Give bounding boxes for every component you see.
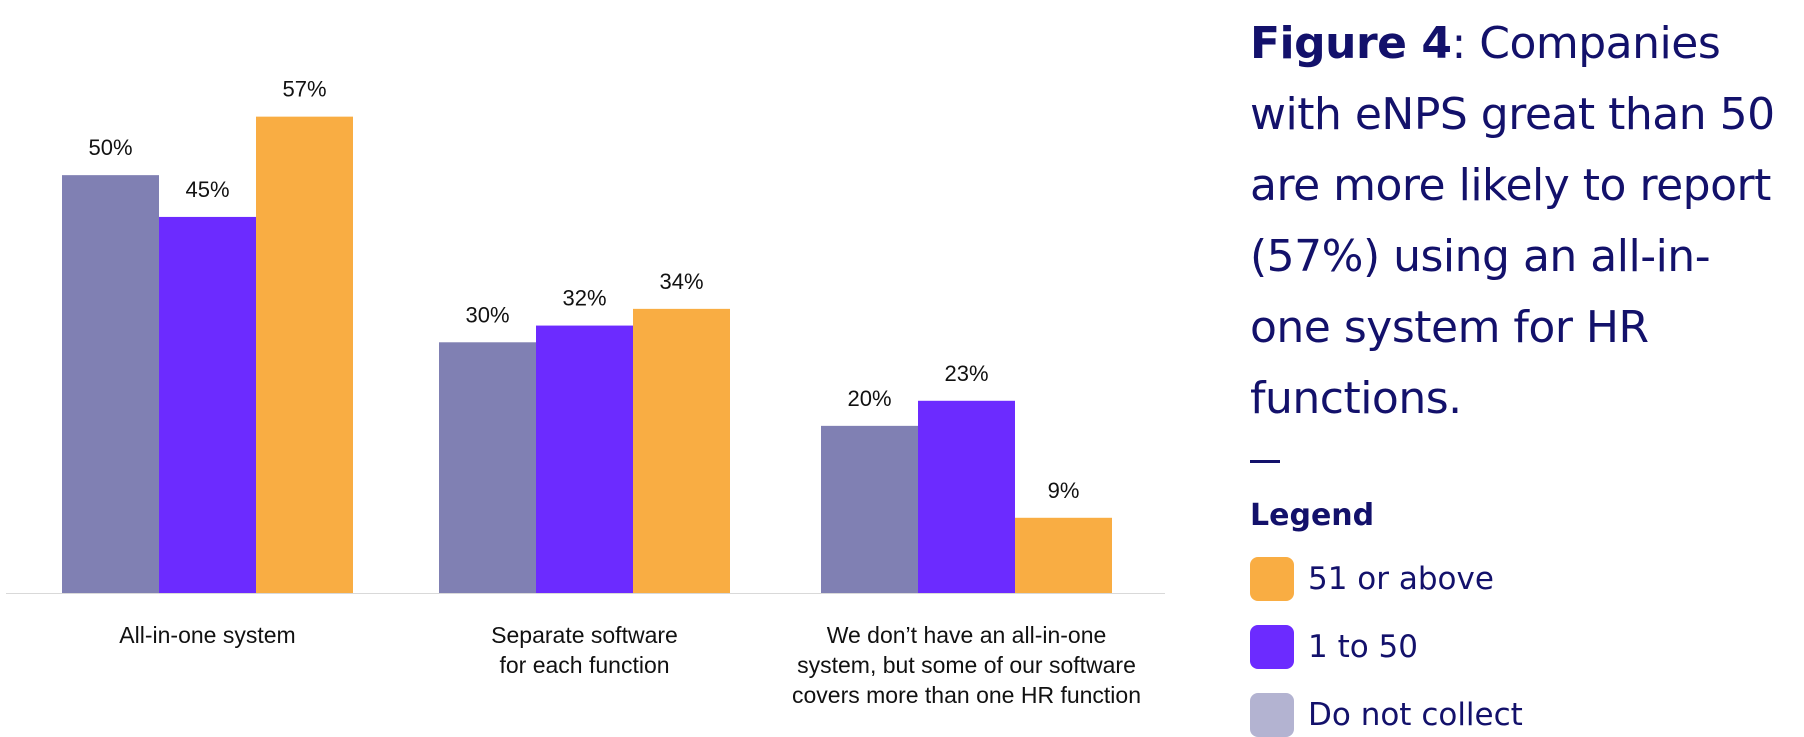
- data-label-1-to-50-3: 23%: [944, 361, 988, 386]
- side-panel: Figure 4: Companies with eNPS great than…: [1250, 8, 1790, 737]
- legend-swatch: [1250, 693, 1294, 737]
- legend-title: Legend: [1250, 498, 1375, 533]
- bar-1-to-50-1: [159, 216, 256, 593]
- legend-label: 51 or above: [1308, 561, 1494, 597]
- data-label-do-not-collect-3: 20%: [847, 386, 891, 411]
- figure-title: Figure 4: Companies with eNPS great than…: [1250, 8, 1790, 434]
- bar-do-not-collect-3: [821, 425, 918, 593]
- legend-swatch: [1250, 557, 1294, 601]
- legend-swatch: [1250, 625, 1294, 669]
- legend-item-do-not-collect: Do not collect: [1250, 693, 1790, 737]
- figure-number: Figure 4: [1250, 18, 1452, 69]
- bar-1-to-50-3: [918, 400, 1015, 593]
- bar-51-or-above-3: [1015, 517, 1112, 593]
- legend-label: Do not collect: [1308, 697, 1523, 733]
- data-label-do-not-collect-1: 50%: [88, 135, 132, 160]
- bar-do-not-collect-1: [62, 175, 159, 593]
- bar-51-or-above-2: [633, 308, 730, 593]
- legend-item-1-to-50: 1 to 50: [1250, 625, 1790, 669]
- data-label-1-to-50-2: 32%: [562, 286, 606, 311]
- title-divider: [1250, 460, 1280, 463]
- category-label-line: Separate software: [491, 622, 678, 648]
- category-label-line: system, but some of our software: [797, 652, 1136, 678]
- data-label-1-to-50-1: 45%: [185, 177, 229, 202]
- bar-1-to-50-2: [536, 325, 633, 593]
- legend-label: 1 to 50: [1308, 629, 1418, 665]
- bar-do-not-collect-2: [439, 342, 536, 593]
- category-label-3: We don’t have an all-in-one system, but s…: [792, 622, 1141, 708]
- data-label-51-or-above-2: 34%: [659, 269, 703, 294]
- category-label-line: covers more than one HR function: [792, 682, 1141, 708]
- category-label-line: for each function: [499, 652, 669, 678]
- bar-51-or-above-1: [256, 116, 353, 594]
- data-label-51-or-above-1: 57%: [282, 77, 326, 102]
- figure-caption: : Companies with eNPS great than 50 are …: [1250, 18, 1775, 424]
- bar-chart: 50% 45% 57% All-in-one system 30% 32% 34% Separ…: [6, 77, 1165, 708]
- category-label-1: All-in-one system: [119, 622, 295, 648]
- legend-item-51-or-above: 51 or above: [1250, 557, 1790, 601]
- data-label-do-not-collect-2: 30%: [465, 302, 509, 327]
- category-label-2: Separate software for each function: [491, 622, 678, 678]
- category-label-line: We don’t have an all-in-one: [827, 622, 1107, 648]
- category-label-line: All-in-one system: [119, 622, 295, 648]
- data-label-51-or-above-3: 9%: [1048, 478, 1080, 503]
